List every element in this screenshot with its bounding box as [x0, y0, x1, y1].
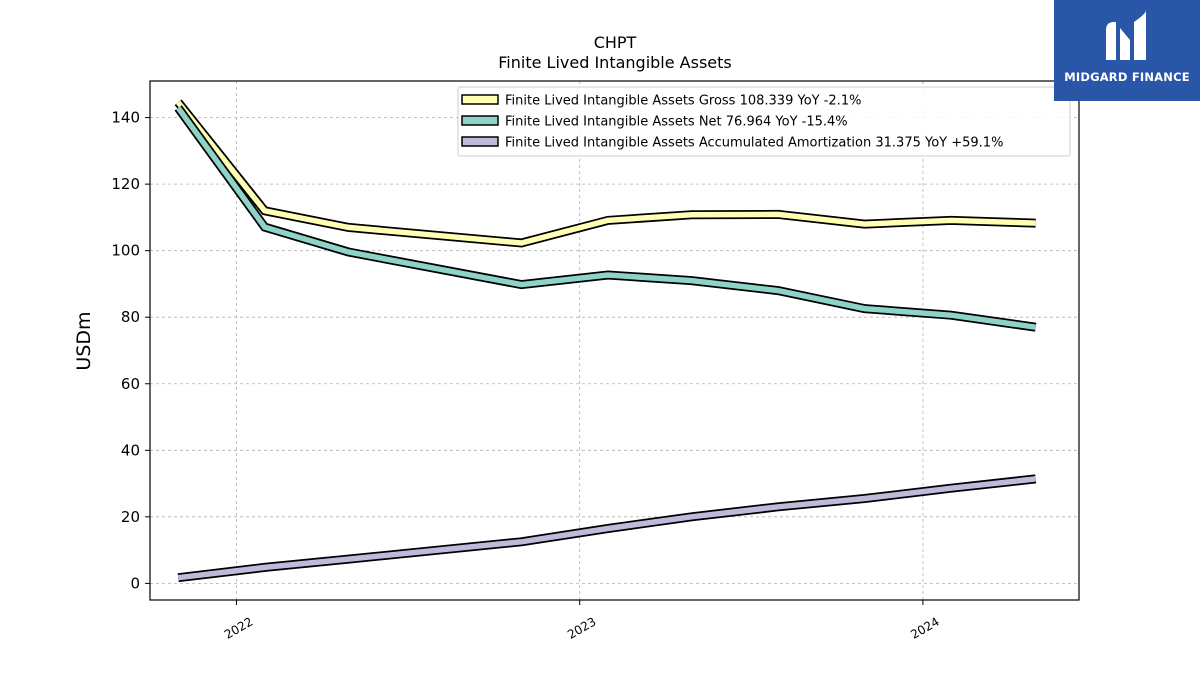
chart-title: CHPT	[594, 33, 637, 52]
logo-text: MIDGARD FINANCE	[1064, 70, 1190, 84]
x-tick-label: 2024	[908, 614, 941, 641]
x-tick-label: 2022	[222, 614, 255, 641]
legend-label: Finite Lived Intangible Assets Accumulat…	[505, 136, 1003, 151]
series-lines	[174, 99, 1037, 583]
series-line	[175, 106, 1037, 330]
y-tick-label: 0	[130, 574, 140, 592]
legend-label: Finite Lived Intangible Assets Gross 108…	[505, 94, 861, 109]
midgard-finance-logo: MIDGARD FINANCE	[1054, 0, 1200, 101]
legend-swatch	[461, 94, 499, 105]
x-tick-label: 2023	[565, 614, 598, 641]
legend-frame	[457, 86, 1071, 157]
y-tick-label: 80	[121, 308, 140, 326]
plot-frame	[149, 80, 1080, 601]
y-axis-label: USDm	[73, 311, 95, 370]
legend-label: Finite Lived Intangible Assets Net 76.96…	[505, 115, 848, 130]
chart-subtitle: Finite Lived Intangible Assets	[498, 53, 731, 72]
series-line	[177, 476, 1037, 581]
series-line	[176, 100, 1036, 246]
y-tick-label: 120	[111, 175, 140, 193]
y-tick-label: 40	[121, 441, 140, 459]
y-tick-label: 140	[111, 109, 140, 127]
y-tick-label: 100	[111, 242, 140, 260]
legend-swatch	[461, 115, 499, 126]
y-tick-label: 20	[121, 508, 140, 526]
y-tick-label: 60	[121, 375, 140, 393]
legend: Finite Lived Intangible Assets Gross 108…	[457, 86, 1071, 157]
grid	[150, 81, 1079, 600]
midgard-logo-icon	[1106, 10, 1146, 60]
legend-swatch	[461, 136, 499, 147]
